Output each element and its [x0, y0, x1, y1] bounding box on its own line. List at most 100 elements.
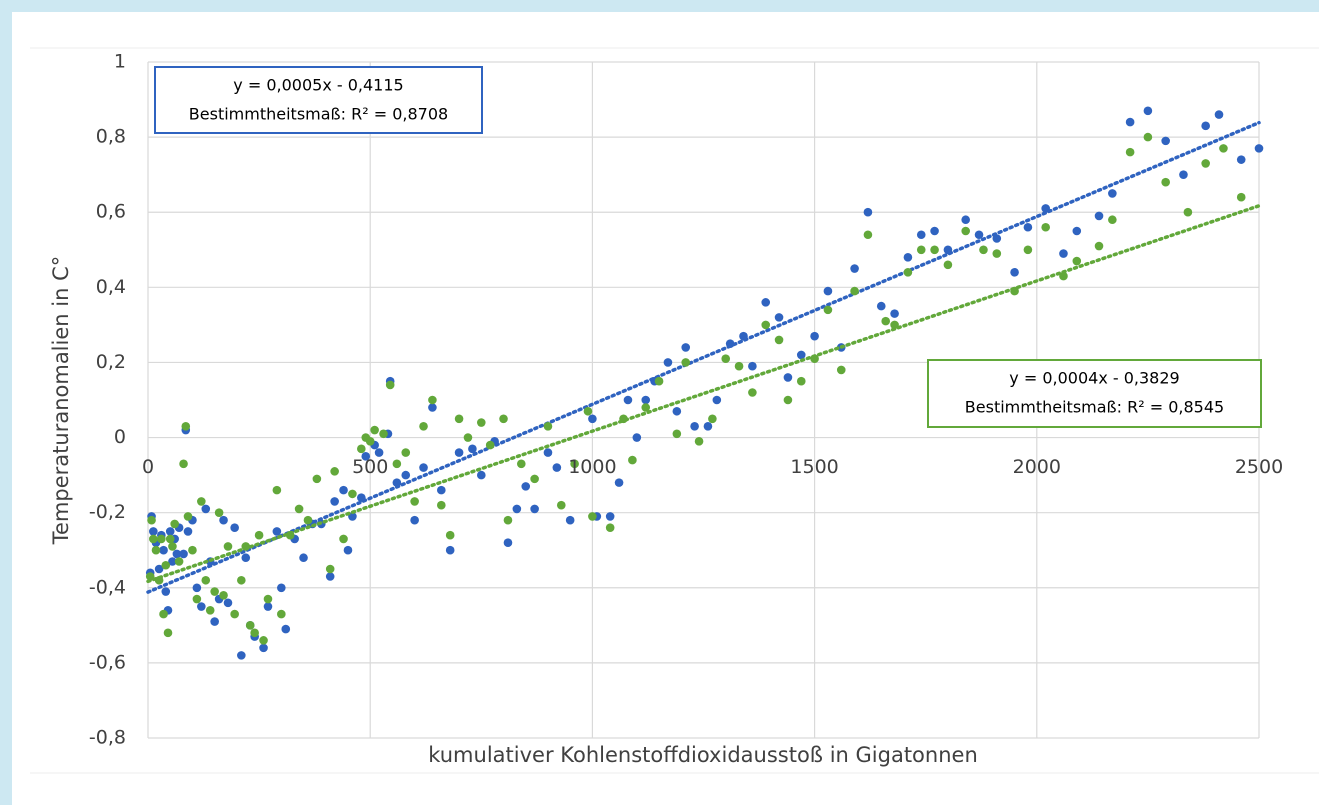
point	[161, 587, 171, 596]
trendline	[146, 204, 1261, 584]
point	[663, 358, 673, 367]
point	[214, 508, 224, 517]
point	[437, 500, 446, 510]
x-tick-label: 1500	[790, 456, 838, 478]
point	[263, 602, 273, 611]
point	[654, 376, 664, 386]
point	[930, 226, 939, 236]
point	[374, 448, 384, 457]
point	[165, 527, 175, 536]
point	[183, 512, 193, 521]
x-axis-title: kumulativer Kohlenstoffdioxidausstoß in …	[428, 743, 978, 767]
point	[1125, 147, 1135, 157]
y-tick-label: 0,6	[96, 201, 126, 223]
point	[552, 463, 562, 472]
point	[863, 230, 873, 240]
point	[672, 406, 682, 416]
point	[850, 286, 859, 296]
point	[1254, 144, 1264, 153]
point	[339, 485, 348, 495]
point	[774, 313, 784, 322]
point	[641, 403, 651, 412]
point	[339, 534, 348, 544]
point	[1183, 207, 1193, 217]
point	[916, 230, 926, 240]
point	[690, 421, 699, 431]
point	[163, 628, 173, 638]
annotation-box	[927, 359, 1262, 428]
point	[623, 395, 633, 405]
y-tick-label: -0,8	[89, 727, 126, 749]
point	[357, 444, 366, 454]
point	[230, 609, 239, 619]
point	[437, 485, 446, 495]
point	[401, 448, 411, 457]
point	[521, 482, 531, 491]
point	[1072, 256, 1082, 266]
point	[281, 624, 291, 634]
point	[277, 609, 286, 619]
x-tick-label: 0	[142, 456, 154, 478]
point	[943, 260, 953, 270]
point	[530, 474, 539, 484]
point	[241, 553, 251, 563]
point	[445, 530, 455, 540]
point	[428, 403, 437, 412]
point	[1094, 241, 1104, 251]
point	[165, 534, 175, 544]
plot	[145, 106, 1264, 660]
point	[992, 234, 1002, 243]
point	[168, 542, 177, 551]
point	[151, 545, 161, 555]
point	[979, 245, 988, 255]
point	[1179, 170, 1188, 179]
annotation-box	[154, 66, 483, 134]
y-tick-label: -0,4	[89, 576, 126, 598]
point	[734, 361, 744, 371]
point	[641, 395, 651, 405]
point	[1143, 132, 1153, 142]
point	[179, 549, 188, 559]
point	[503, 538, 513, 548]
point	[588, 512, 597, 521]
point	[543, 448, 553, 457]
trendline-r2: Bestimmtheitsmaß: R² = 0,8708	[189, 105, 448, 124]
point	[410, 497, 419, 506]
point	[583, 406, 593, 416]
point	[930, 245, 939, 255]
point	[168, 557, 177, 566]
point	[147, 515, 156, 525]
point	[463, 433, 473, 442]
point	[428, 395, 437, 405]
point	[197, 497, 206, 506]
point	[223, 542, 233, 551]
point	[468, 444, 477, 454]
point	[419, 463, 428, 472]
point	[836, 365, 846, 375]
point	[325, 572, 335, 581]
point	[708, 414, 717, 424]
trendline	[146, 120, 1261, 594]
point	[703, 421, 713, 431]
point	[761, 298, 771, 307]
point	[230, 523, 239, 532]
point	[863, 207, 873, 217]
point	[530, 504, 539, 514]
point	[961, 226, 970, 236]
point	[783, 395, 793, 405]
point	[157, 534, 166, 544]
point	[401, 470, 411, 480]
point	[197, 602, 206, 611]
point	[890, 309, 899, 318]
y-axis-title: Temperaturanomalien in C°	[49, 256, 73, 545]
point	[1201, 159, 1210, 168]
point	[454, 448, 464, 457]
point	[174, 557, 184, 566]
point	[503, 515, 513, 525]
point	[159, 545, 168, 555]
point	[1219, 144, 1228, 153]
point	[1010, 268, 1019, 277]
x-tick-label: 2000	[1013, 456, 1061, 478]
point	[1059, 249, 1068, 258]
